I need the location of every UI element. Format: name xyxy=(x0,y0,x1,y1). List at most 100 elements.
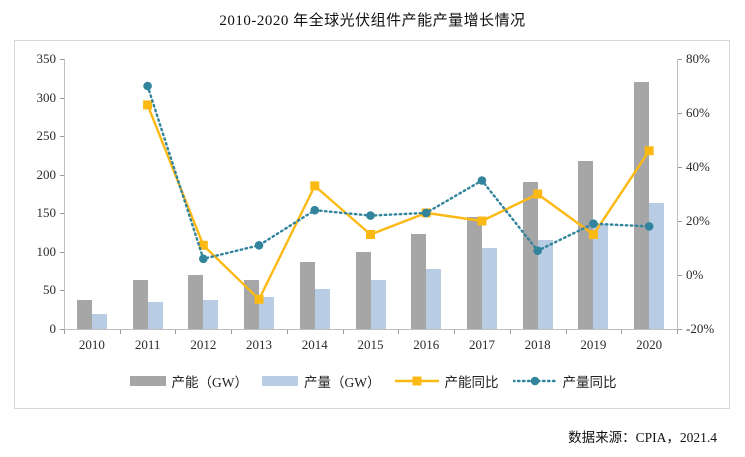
left-axis-line xyxy=(64,59,65,329)
right-axis-tick-label: 60% xyxy=(686,105,710,120)
x-axis-tick xyxy=(286,330,288,334)
capacity-yoy-marker xyxy=(198,240,208,250)
capacity-bar xyxy=(634,82,650,329)
production-bar xyxy=(203,300,219,329)
x-axis-tick xyxy=(231,330,233,334)
production-yoy-marker xyxy=(589,219,598,228)
left-axis-tick xyxy=(60,136,64,138)
production-yoy-marker xyxy=(199,254,208,264)
production-yoy-marker xyxy=(254,241,264,250)
x-axis-tick xyxy=(342,330,344,334)
x-axis-label: 2015 xyxy=(357,337,384,352)
x-axis-tick xyxy=(565,330,567,334)
x-axis-label: 2016 xyxy=(413,337,440,352)
left-axis-tick xyxy=(60,59,64,60)
right-axis-tick xyxy=(678,59,682,60)
left-axis-tick-label: 200 xyxy=(36,166,57,182)
left-axis-tick-label: 100 xyxy=(36,243,57,259)
capacity-bar xyxy=(244,280,260,329)
legend: 产能（GW） 产量（GW） 产能同比 产量同比 xyxy=(15,371,731,391)
production-bar xyxy=(426,268,442,329)
capacity-yoy-marker xyxy=(310,181,320,191)
x-axis-label: 2014 xyxy=(301,337,328,352)
x-axis-tick xyxy=(677,330,678,334)
capacity-yoy-marker xyxy=(644,146,654,156)
left-axis-tick-label: 350 xyxy=(36,51,57,66)
capacity-bar xyxy=(466,217,482,329)
capacity-bar xyxy=(188,275,204,329)
production-bar xyxy=(593,224,609,329)
yoy-lines-layer xyxy=(143,81,654,304)
right-axis-tick-label: 20% xyxy=(686,213,710,228)
right-axis-tick-label: -20% xyxy=(686,321,715,336)
left-axis-tick-label: 250 xyxy=(36,128,57,144)
x-axis-tick xyxy=(398,330,400,334)
capacity-yoy-marker xyxy=(588,230,598,239)
production-bar xyxy=(481,248,497,329)
left-axis-tick xyxy=(60,97,64,99)
capacity-bar xyxy=(76,299,92,329)
capacity-yoy-marker xyxy=(143,100,153,110)
x-axis-label: 2011 xyxy=(134,337,161,352)
left-axis-tick-label: 150 xyxy=(36,205,57,221)
right-axis-tick-label: 40% xyxy=(686,159,710,174)
capacity-bar xyxy=(355,251,371,329)
production-legend-swatch xyxy=(262,376,298,386)
production-yoy-marker xyxy=(366,211,375,220)
chart-title: 2010-2020 年全球光伏组件产能产量增长情况 xyxy=(219,13,526,29)
production-bar xyxy=(370,280,386,329)
legend-label: 产量同比 xyxy=(562,375,617,390)
left-axis-tick-label: 300 xyxy=(36,89,57,105)
capacity-bar xyxy=(411,234,427,329)
left-axis-tick-label: 50 xyxy=(43,282,56,298)
production-yoy-marker xyxy=(310,205,320,215)
right-axis-tick xyxy=(678,113,682,114)
production-yoy-marker xyxy=(644,222,654,231)
x-axis-label: 2020 xyxy=(636,337,663,352)
legend-label: 产能同比 xyxy=(444,375,499,390)
legend-item-capacity: 产能（GW） xyxy=(129,371,249,391)
x-axis-label: 2013 xyxy=(246,337,273,352)
right-axis-tick-label: 0% xyxy=(686,267,704,282)
x-axis-label: 2018 xyxy=(524,337,551,352)
production-yoy-line xyxy=(146,84,651,261)
production-bar xyxy=(147,302,163,329)
capacity-yoy-marker xyxy=(366,230,375,239)
x-axis-tick xyxy=(119,330,121,334)
capacity-yoy-line xyxy=(146,104,651,302)
production-yoy-marker xyxy=(143,81,152,91)
capacity-yoy-legend-swatch xyxy=(394,375,439,387)
right-axis-tick xyxy=(678,221,682,222)
x-axis-tick xyxy=(621,330,623,334)
production-bar xyxy=(537,240,553,329)
left-axis-tick xyxy=(60,174,64,176)
chart-box: 产能（GW） 产量（GW） 产能同比 产量同比 0 50 100 150 200 250 300 3… xyxy=(14,40,730,409)
left-axis-tick-label: 0 xyxy=(49,321,57,336)
x-axis-tick xyxy=(454,330,456,334)
right-axis-line xyxy=(677,59,678,329)
right-axis-tick-label: 80% xyxy=(686,51,710,66)
x-axis-tick xyxy=(64,330,65,334)
left-axis-tick xyxy=(60,290,64,292)
legend-label: 产能（GW） xyxy=(171,375,249,390)
plot-area xyxy=(64,59,677,329)
left-axis-tick xyxy=(60,329,64,330)
source-note: 数据来源：CPIA，2021.4 xyxy=(568,430,717,445)
capacity-bar xyxy=(578,160,594,329)
production-yoy-marker xyxy=(533,246,542,255)
right-axis-tick xyxy=(678,275,682,276)
x-axis-label: 2017 xyxy=(468,337,495,352)
x-axis-tick xyxy=(175,330,177,334)
legend-label: 产量（GW） xyxy=(304,375,381,390)
x-axis-label: 2019 xyxy=(580,337,607,352)
right-axis-tick xyxy=(678,329,682,330)
right-axis-tick xyxy=(678,167,682,168)
capacity-yoy-marker xyxy=(533,189,543,199)
production-yoy-legend-swatch xyxy=(511,375,558,387)
capacity-bar xyxy=(522,182,538,329)
legend-item-production-yoy: 产量同比 xyxy=(511,371,617,391)
legend-item-capacity-yoy: 产能同比 xyxy=(394,371,499,391)
production-bar xyxy=(314,288,330,329)
capacity-yoy-marker xyxy=(254,294,264,304)
production-bar xyxy=(259,296,275,329)
